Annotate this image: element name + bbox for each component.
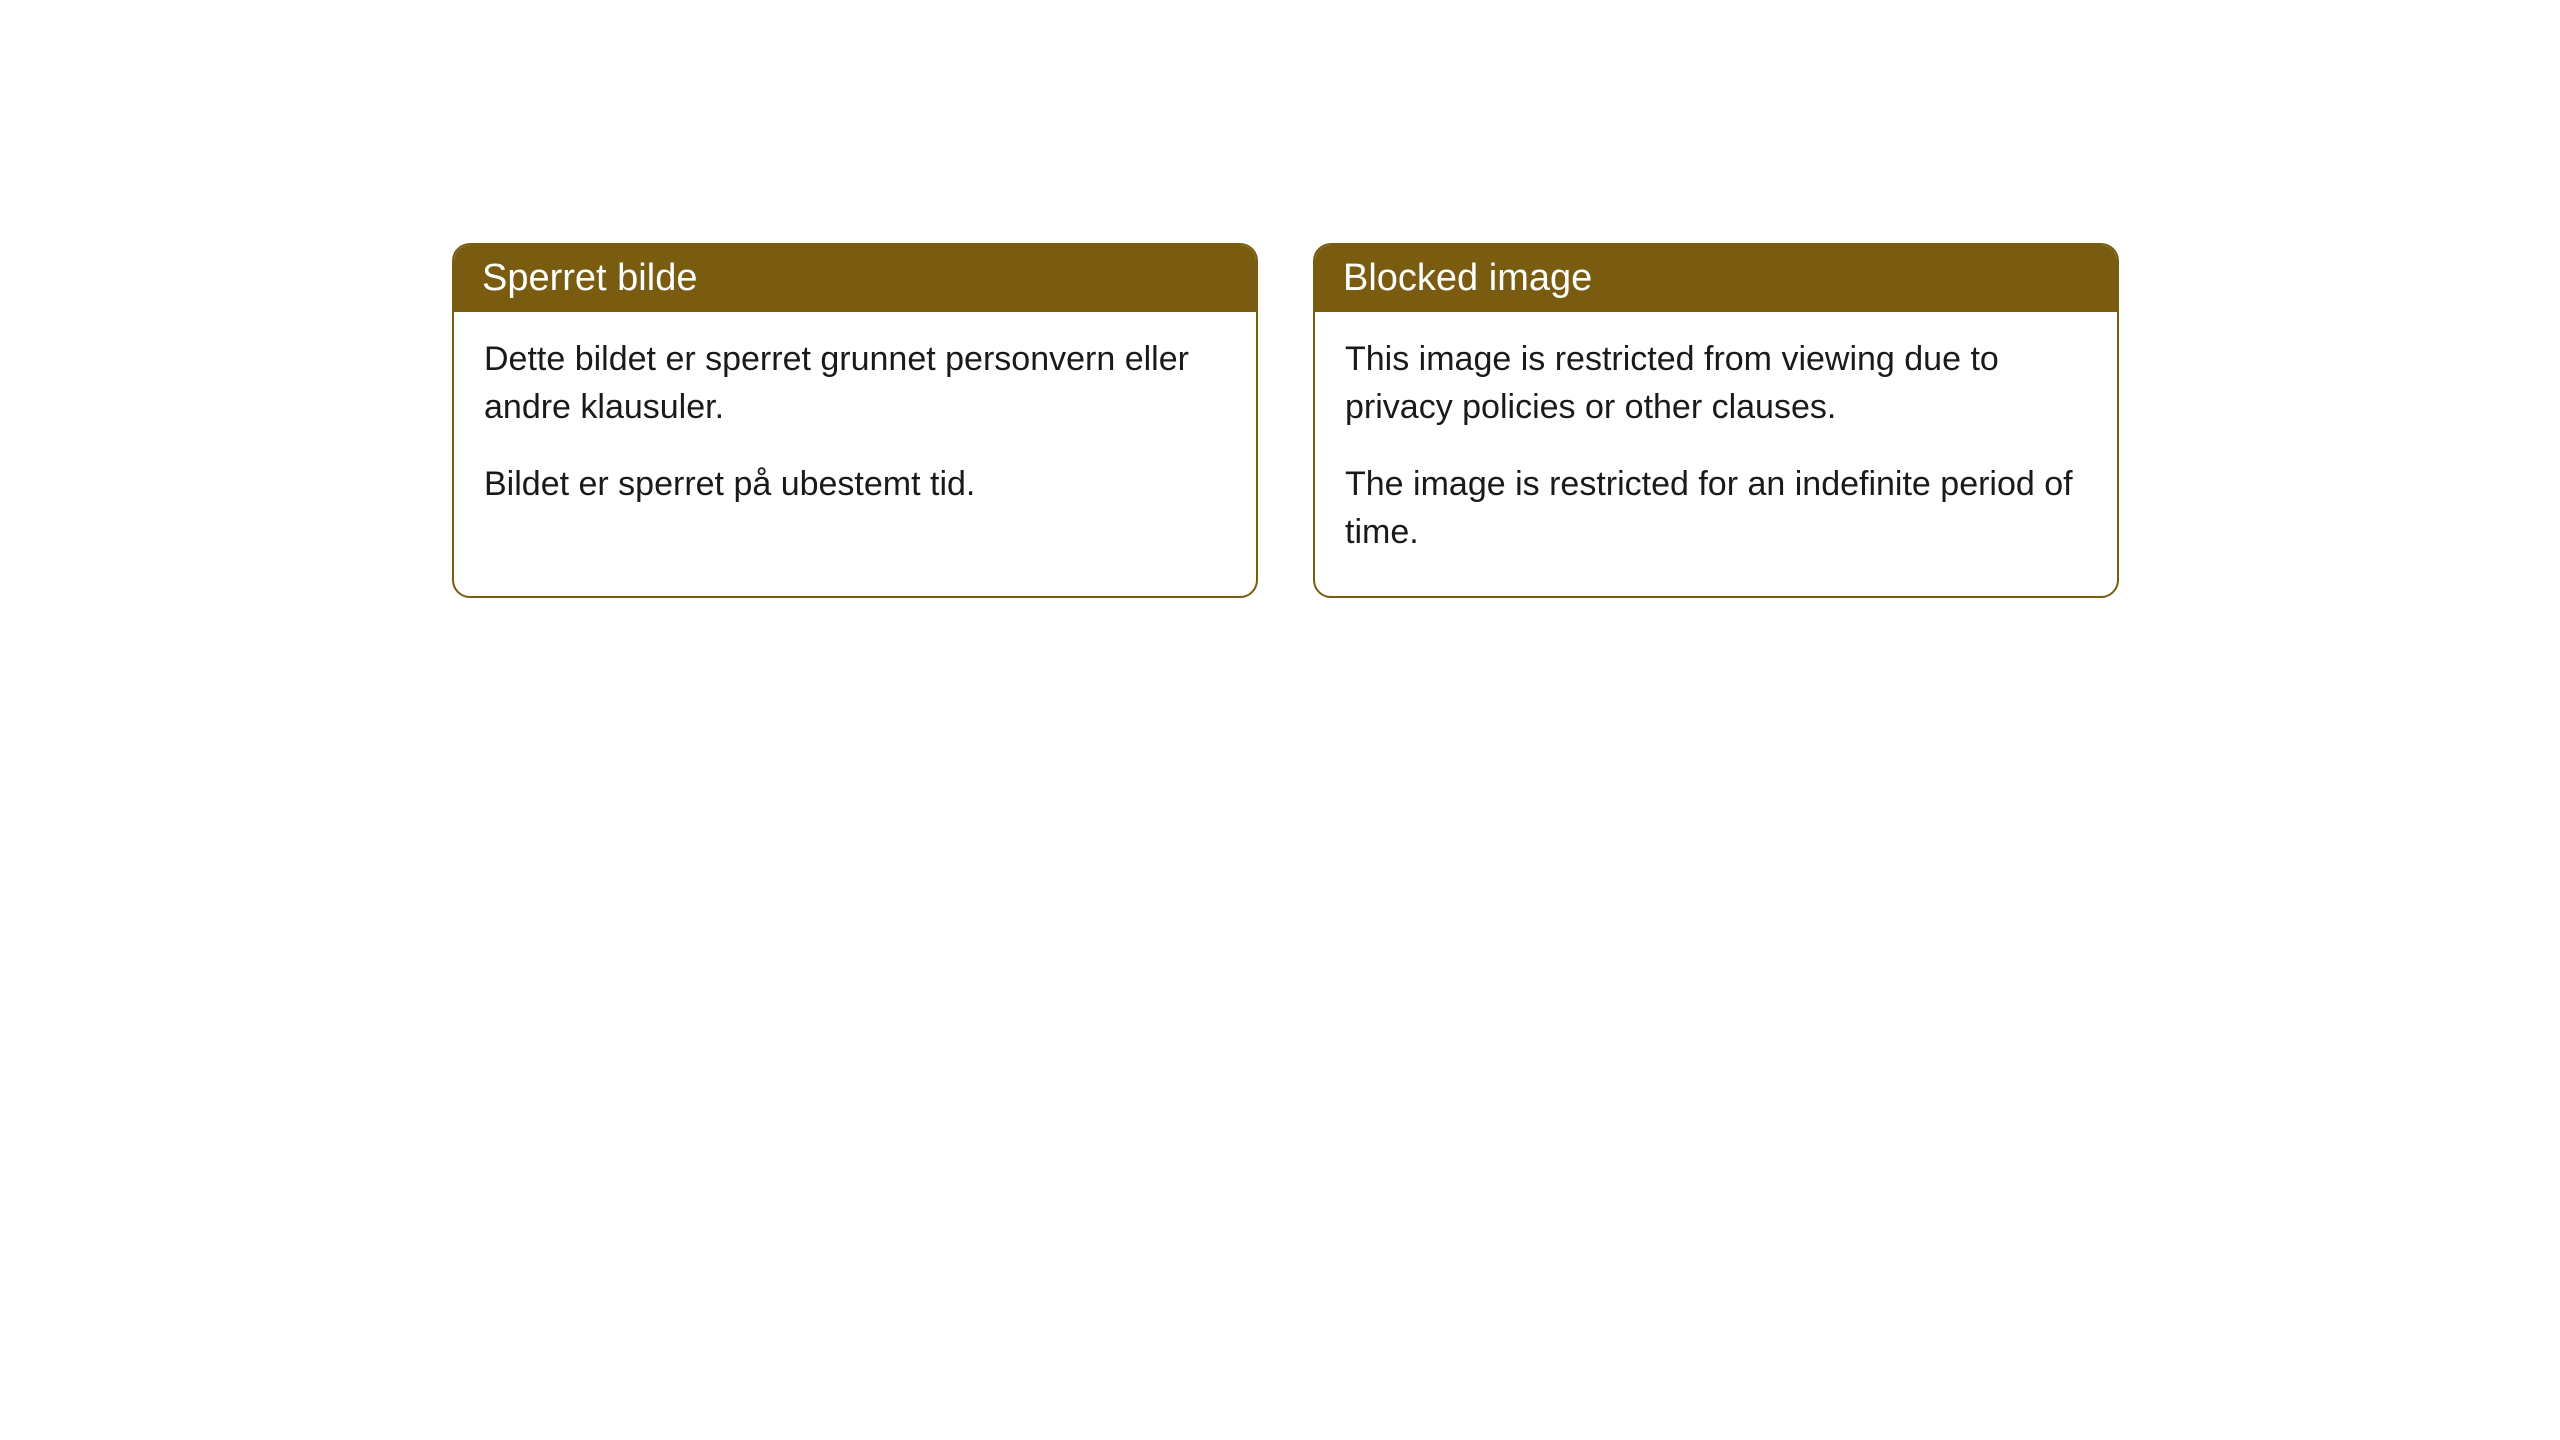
card-header: Blocked image [1315,245,2117,312]
card-body: This image is restricted from viewing du… [1315,312,2117,596]
notice-card-norwegian: Sperret bilde Dette bildet er sperret gr… [452,243,1258,598]
card-paragraph: The image is restricted for an indefinit… [1345,461,2087,556]
card-paragraph: Dette bildet er sperret grunnet personve… [484,336,1226,431]
card-paragraph: Bildet er sperret på ubestemt tid. [484,461,1226,509]
card-title: Blocked image [1343,257,1592,299]
card-header: Sperret bilde [454,245,1256,312]
card-paragraph: This image is restricted from viewing du… [1345,336,2087,431]
card-title: Sperret bilde [482,257,697,299]
notice-card-english: Blocked image This image is restricted f… [1313,243,2119,598]
cards-container: Sperret bilde Dette bildet er sperret gr… [452,243,2119,598]
card-body: Dette bildet er sperret grunnet personve… [454,312,1256,549]
